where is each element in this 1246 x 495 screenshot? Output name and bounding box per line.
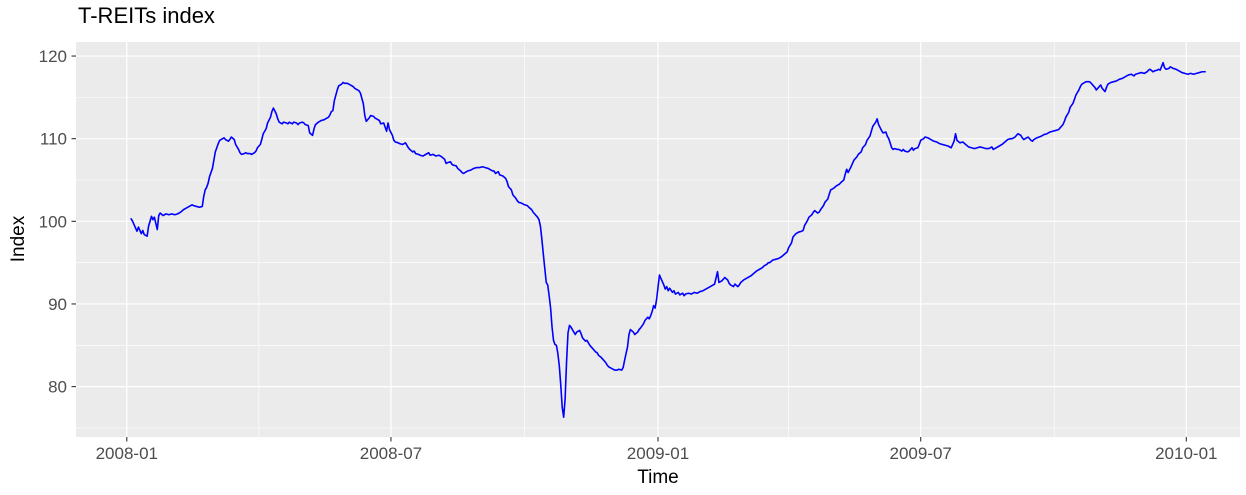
series-line-treits [130, 61, 1206, 418]
x-axis-tick-label: 2009-01 [627, 444, 689, 463]
y-axis-tick-label: 100 [39, 212, 67, 231]
y-axis-tick-label: 120 [39, 47, 67, 66]
y-axis-tick-label: 90 [48, 295, 67, 314]
y-axis-tick-label: 110 [40, 130, 67, 149]
x-axis-tick-label: 2009-07 [890, 444, 952, 463]
y-axis-tick-label: 80 [48, 378, 67, 397]
chart-title: T-REITs index [78, 3, 215, 28]
x-axis-tick-label: 2008-01 [96, 444, 158, 463]
x-axis-tick-label: 2008-07 [360, 444, 422, 463]
x-axis-title: Time [637, 467, 679, 488]
x-axis-tick-label: 2010-01 [1155, 444, 1217, 463]
y-axis-title: Index [8, 215, 29, 263]
